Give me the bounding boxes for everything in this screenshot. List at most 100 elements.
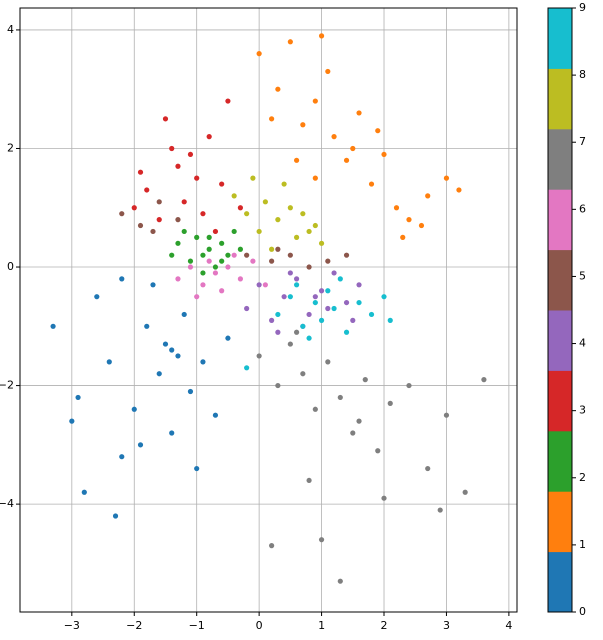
point (331, 305, 337, 312)
point (356, 418, 362, 424)
point (162, 116, 169, 122)
point (156, 199, 162, 205)
colorbar-tick-label: 2 (579, 471, 586, 484)
colorbar-segment (548, 491, 572, 553)
point (225, 252, 231, 258)
point (194, 294, 200, 300)
point (69, 418, 75, 424)
point (287, 205, 293, 211)
point (244, 252, 250, 258)
point (137, 222, 144, 229)
y-tick-label: −4 (0, 497, 14, 510)
point (237, 246, 244, 252)
colorbar-segment (548, 68, 572, 130)
point (206, 234, 212, 240)
point (300, 371, 306, 377)
point (325, 288, 331, 294)
point (225, 264, 231, 270)
x-tick-label: −3 (64, 619, 80, 632)
point (281, 294, 287, 300)
point (269, 246, 275, 252)
y-tick-label: 4 (7, 23, 14, 36)
point (269, 317, 275, 323)
point (381, 495, 387, 501)
point (443, 412, 450, 418)
colorbar-segment (548, 128, 572, 190)
point (200, 252, 206, 258)
x-tick-label: −1 (189, 619, 205, 632)
point (275, 382, 281, 389)
point (269, 258, 275, 264)
point (381, 151, 387, 158)
x-tick-label: 2 (381, 619, 388, 632)
point (212, 264, 219, 270)
point (362, 377, 368, 383)
point (306, 228, 312, 235)
point (50, 323, 56, 329)
point (219, 288, 225, 294)
point (94, 294, 100, 300)
point (368, 311, 375, 318)
point (262, 199, 268, 205)
point (212, 270, 219, 276)
point (275, 86, 281, 92)
point (175, 163, 181, 169)
point (337, 276, 343, 282)
point (437, 507, 443, 513)
point (175, 276, 181, 282)
point (144, 187, 150, 193)
point (387, 317, 393, 323)
point (231, 252, 237, 258)
y-tick-label: −2 (0, 379, 14, 392)
point (112, 513, 119, 519)
point (481, 377, 487, 383)
point (306, 264, 312, 270)
point (187, 264, 194, 270)
x-tick-label: 4 (505, 619, 512, 632)
point (256, 353, 262, 359)
point (356, 282, 362, 288)
point (169, 145, 175, 152)
point (325, 305, 331, 312)
point (300, 323, 306, 329)
point (144, 323, 150, 329)
point (200, 211, 206, 217)
point (225, 98, 231, 104)
point (137, 442, 144, 448)
colorbar-tick-label: 3 (579, 404, 586, 417)
point (175, 353, 181, 359)
point (119, 454, 125, 460)
point (337, 578, 343, 584)
point (275, 217, 281, 223)
point (212, 412, 219, 418)
colorbar-tick-label: 9 (579, 1, 586, 14)
point (187, 388, 194, 395)
point (293, 329, 300, 335)
point (406, 217, 412, 223)
point (175, 240, 181, 246)
colorbar-tick-label: 4 (579, 337, 586, 350)
point (231, 193, 237, 199)
point (443, 175, 450, 181)
point (244, 365, 250, 371)
colorbar-tick-label: 5 (579, 269, 586, 282)
point (237, 205, 244, 211)
point (275, 329, 281, 335)
point (293, 276, 300, 282)
point (393, 205, 400, 211)
colorbar-segment (548, 310, 572, 371)
y-tick-label: 2 (7, 141, 14, 154)
point (312, 98, 318, 104)
point (306, 335, 312, 341)
point (356, 299, 362, 306)
point (131, 205, 137, 211)
point (318, 537, 325, 543)
colorbar-tick-label: 6 (579, 202, 586, 215)
point (269, 543, 275, 549)
point (206, 134, 212, 140)
point (181, 311, 187, 318)
x-tick-label: 3 (443, 619, 450, 632)
point (137, 169, 144, 175)
y-tick-label: 0 (7, 260, 14, 273)
